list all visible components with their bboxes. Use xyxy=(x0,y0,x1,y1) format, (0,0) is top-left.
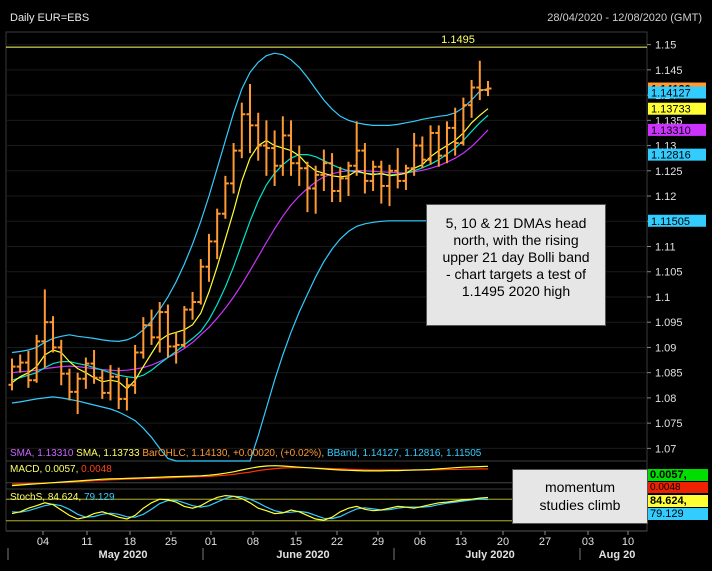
moving-averages xyxy=(11,108,489,390)
stoch-signal-tag: 79.129 xyxy=(648,508,708,520)
bar-value: 1.14130, xyxy=(191,448,231,459)
y-tick-label: 1.12 xyxy=(655,191,676,203)
x-tick-label: 03 xyxy=(582,536,594,548)
bband-upper-line xyxy=(11,52,489,354)
x-month-label: July 2020 xyxy=(465,549,515,561)
macd-signal-value: 0.0048 xyxy=(81,464,112,475)
price-tag xyxy=(648,123,706,136)
x-tick-label: 29 xyxy=(372,536,384,548)
price-tag-label: 1.13733 xyxy=(651,104,691,116)
y-tick-label: 1.11 xyxy=(655,242,676,254)
callout-line: 1.1495 2020 high xyxy=(461,283,571,299)
date-range: 28/04/2020 - 12/08/2020 (GMT) xyxy=(547,12,702,24)
price-tag xyxy=(648,102,706,115)
macd-line xyxy=(11,465,489,487)
sma1-value: 1.13310 xyxy=(37,448,74,459)
x-month-label: June 2020 xyxy=(276,549,329,561)
x-tick-label: 13 xyxy=(455,536,467,548)
y-tick-label: 1.07 xyxy=(655,443,676,455)
macd-legend: MACD, 0.0057, 0.0048 xyxy=(10,464,112,475)
price-tag xyxy=(648,86,706,99)
x-axis: 04 11 18 25 01 08 15 22 29 06 13 20 27 03 10 May 2020 Ju… xyxy=(6,530,647,561)
analysis-callout: 5, 10 & 21 DMAs head north, with the ris… xyxy=(426,204,606,326)
stoch-line xyxy=(11,494,489,521)
resistance-label: 1.1495 xyxy=(441,34,475,46)
y-tick-label: 1.075 xyxy=(655,418,683,430)
bband-values: 1.14127, 1.12816, 1.11505 xyxy=(362,448,482,459)
price-tag-label: 1.13310 xyxy=(651,125,691,137)
price-tags: 1.141301.141271.137331.133101.128161.115… xyxy=(648,82,706,228)
callout-line: momentum xyxy=(544,479,616,495)
y-tick-label: 1.09 xyxy=(655,342,676,354)
x-tick-label: 04 xyxy=(37,536,49,548)
bband-lower-line xyxy=(11,220,488,462)
x-tick-label: 22 xyxy=(331,536,343,548)
stoch-signal-value: 79.129 xyxy=(83,492,115,503)
price-tag-label: 1.14127 xyxy=(651,88,691,100)
sma5-line xyxy=(11,108,489,390)
price-tag-label: 1.11505 xyxy=(651,216,690,228)
bar-change: +0.00020, xyxy=(232,448,278,459)
stoch-label: StochS, xyxy=(10,492,46,503)
resistance-line: 1.1495 xyxy=(6,34,647,48)
price-legend: SMA, 1.13310 SMA, 1.13733 BarOHLC, 1.141… xyxy=(10,448,481,459)
y-tick-label: 1.15 xyxy=(655,40,676,52)
sma2-label: SMA, xyxy=(76,448,101,459)
price-tag xyxy=(648,214,706,227)
sma1-label: SMA, xyxy=(10,448,35,459)
chart-title: Daily EUR=EBS xyxy=(10,12,90,24)
price-tag-label: 1.12816 xyxy=(651,150,691,162)
stoch-legend: StochS, 84.624, 79.129 xyxy=(10,492,115,503)
x-tick-label: 10 xyxy=(622,536,634,548)
y-tick-label: 1.085 xyxy=(655,368,683,380)
bar-label: BarOHLC, xyxy=(142,448,189,459)
bollinger-bands xyxy=(11,52,489,462)
callout-line: north, with the rising xyxy=(453,232,579,248)
x-tick-label: 25 xyxy=(165,536,177,548)
stoch-tag: 84.624, xyxy=(648,495,708,507)
ohlc-bars xyxy=(8,60,492,415)
stoch-value: 84.624, xyxy=(47,492,82,503)
sma2-value: 1.13733 xyxy=(103,448,140,459)
callout-line: - chart targets a test of xyxy=(445,266,587,282)
x-tick-label: 27 xyxy=(539,536,551,548)
x-tick-label: 06 xyxy=(414,536,426,548)
callout-line: studies climb xyxy=(539,497,621,513)
bar-pct: (+0.02%), xyxy=(280,448,325,459)
y-tick-label: 1.1 xyxy=(655,292,670,304)
y-tick-label: 1.095 xyxy=(655,317,683,329)
x-tick-label: 20 xyxy=(497,536,509,548)
callout-line: upper 21 day Bolli band xyxy=(442,249,590,265)
x-tick-label: 18 xyxy=(124,536,136,548)
x-tick-label: 15 xyxy=(290,536,302,548)
y-tick-label: 1.105 xyxy=(655,267,683,279)
callout-line: 5, 10 & 21 DMAs head xyxy=(445,215,587,231)
x-month-label: May 2020 xyxy=(99,549,148,561)
price-tag xyxy=(648,148,706,161)
x-tick-label: 08 xyxy=(247,536,259,548)
macd-value: 0.0057, xyxy=(45,464,79,475)
y-tick-label: 1.145 xyxy=(655,65,683,77)
bband-label: BBand, xyxy=(326,448,360,459)
x-tick-label: 01 xyxy=(205,536,217,548)
macd-label: MACD, xyxy=(10,464,43,475)
macd-signal-tag: 0.0048 xyxy=(648,482,708,493)
sma10-line xyxy=(11,114,489,381)
y-tick-label: 1.125 xyxy=(655,166,683,178)
x-tick-label: 11 xyxy=(81,536,92,548)
x-month-label: Aug 20 xyxy=(599,549,636,561)
y-tick-label: 1.08 xyxy=(655,393,676,405)
macd-tag: 0.0057, xyxy=(648,469,708,481)
momentum-callout: momentum studies climb xyxy=(512,469,648,524)
